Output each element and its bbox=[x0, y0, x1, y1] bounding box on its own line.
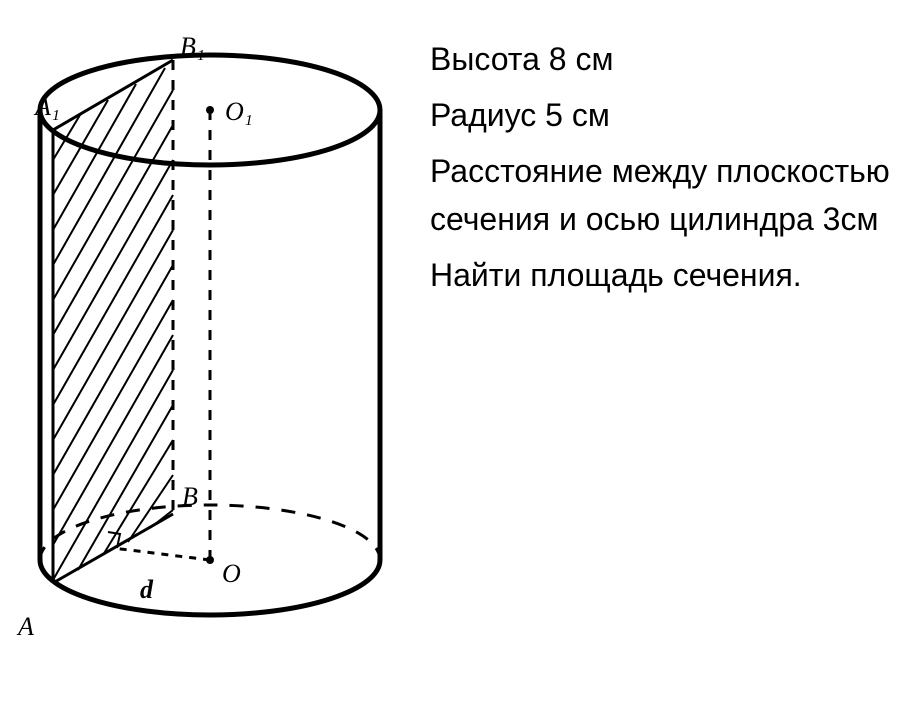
label-a: A bbox=[16, 612, 34, 641]
label-o: O bbox=[222, 559, 241, 588]
label-b1: B₁ bbox=[180, 32, 205, 61]
given-radius: Радиус 5 см bbox=[430, 91, 900, 139]
given-height: Высота 8 см bbox=[430, 35, 900, 83]
cylinder-diagram: B₁ A₁ O₁ B O A d bbox=[0, 0, 420, 720]
given-distance: Расстояние между плоскостью сечения и ос… bbox=[430, 147, 900, 243]
label-o1: O₁ bbox=[225, 97, 253, 126]
point-o bbox=[206, 556, 214, 564]
bottom-ellipse-front bbox=[40, 560, 380, 615]
label-b: B bbox=[182, 482, 198, 511]
problem-text: Высота 8 см Радиус 5 см Расстояние между… bbox=[420, 0, 920, 720]
distance-d-line bbox=[113, 548, 210, 560]
cylinder-svg: B₁ A₁ O₁ B O A d bbox=[0, 0, 420, 720]
content-container: B₁ A₁ O₁ B O A d Высота 8 см Радиус 5 см… bbox=[0, 0, 920, 720]
question: Найти площадь сечения. bbox=[430, 251, 900, 299]
section-hatching bbox=[53, 68, 173, 580]
point-o1 bbox=[206, 106, 214, 114]
label-d: d bbox=[140, 575, 154, 604]
label-a1: A₁ bbox=[33, 92, 60, 121]
